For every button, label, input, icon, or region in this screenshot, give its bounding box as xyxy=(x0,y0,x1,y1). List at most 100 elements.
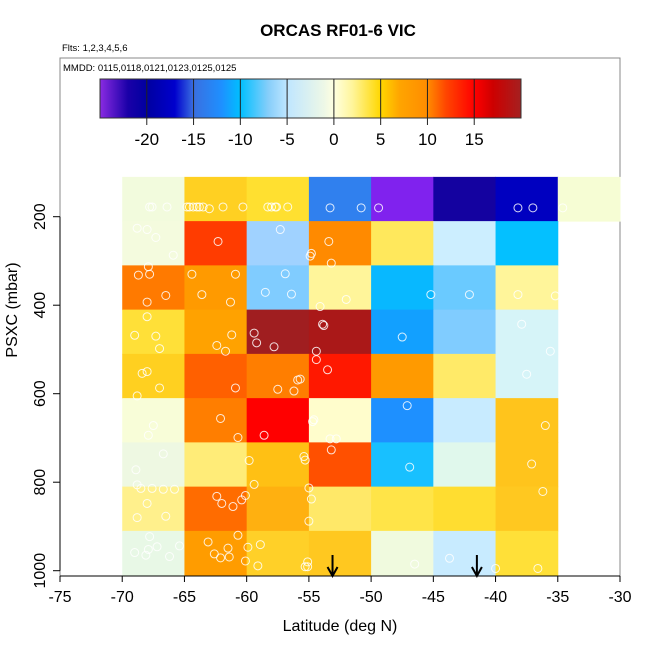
heatmap-cell xyxy=(433,530,497,576)
data-point xyxy=(513,203,523,213)
heatmap-cell xyxy=(371,353,434,399)
data-point xyxy=(341,294,351,304)
data-point xyxy=(550,291,560,301)
heatmap-cell xyxy=(184,486,248,532)
heatmap-cell xyxy=(308,398,372,443)
y-tick-label: 200 xyxy=(32,203,49,230)
data-point xyxy=(141,550,151,560)
chart-subtitle: Flts: 1,2,3,4,5,6 xyxy=(62,43,127,54)
heatmap-cell xyxy=(433,221,497,266)
data-point xyxy=(223,543,233,553)
heatmap-cells xyxy=(122,176,621,576)
heatmap-cell xyxy=(433,353,497,399)
data-point xyxy=(249,328,259,338)
chart-title: ORCAS RF01-6 VIC xyxy=(260,21,416,40)
colorbar-ticks: -20 -15 -10 -5 0 5 10 15 xyxy=(134,79,484,149)
heatmap-cell xyxy=(371,176,434,222)
data-point xyxy=(244,456,254,466)
data-point xyxy=(152,542,162,552)
y-axis: 200 400 600 800 1000 xyxy=(32,203,61,588)
heatmap-cell xyxy=(184,221,248,266)
heatmap-cell xyxy=(246,398,310,443)
heatmap-cell xyxy=(184,530,248,576)
data-point xyxy=(260,287,270,297)
heatmap-cell xyxy=(371,221,434,266)
data-point xyxy=(259,430,269,440)
data-point xyxy=(303,557,313,567)
data-point xyxy=(158,484,168,494)
heatmap-cell xyxy=(433,486,497,532)
heatmap-cell xyxy=(557,176,621,222)
data-point xyxy=(522,369,532,379)
x-tick-label: -60 xyxy=(235,589,258,606)
data-point xyxy=(303,562,313,572)
heatmap-cell xyxy=(433,265,497,311)
x-tick-label: -75 xyxy=(48,589,71,606)
data-point xyxy=(165,552,175,562)
data-point xyxy=(143,544,153,554)
data-point xyxy=(142,312,152,322)
colorbar xyxy=(99,78,522,119)
data-point xyxy=(155,344,165,354)
data-point xyxy=(161,511,171,521)
data-point xyxy=(326,445,336,455)
x-tick-label: -40 xyxy=(484,589,507,606)
data-point xyxy=(132,513,142,523)
heatmap-cell xyxy=(433,309,497,355)
colorbar-tick-label: -20 xyxy=(134,130,159,149)
heatmap-cell xyxy=(184,309,248,355)
heatmap-cell xyxy=(433,398,497,443)
heatmap-cell xyxy=(433,176,497,222)
data-point xyxy=(306,494,316,504)
data-point xyxy=(304,516,314,526)
data-point xyxy=(151,232,161,242)
data-point xyxy=(224,552,234,562)
data-point xyxy=(151,331,161,341)
heatmap-cell xyxy=(122,398,185,443)
data-point xyxy=(130,330,140,340)
heatmap-cell xyxy=(495,176,559,222)
data-point xyxy=(286,289,296,299)
data-point xyxy=(528,203,538,213)
data-point xyxy=(217,498,227,508)
colorbar-tick-label: 10 xyxy=(418,130,437,149)
heatmap-cell xyxy=(184,265,248,311)
data-point xyxy=(216,553,226,563)
heatmap-cell xyxy=(122,176,185,222)
data-point xyxy=(194,202,204,212)
heatmap-cell xyxy=(308,442,372,488)
data-point xyxy=(137,368,147,378)
x-tick-label: -55 xyxy=(297,589,320,606)
data-point xyxy=(273,384,283,394)
y-tick-label: 800 xyxy=(32,469,49,496)
data-point xyxy=(204,204,214,214)
data-point xyxy=(527,459,537,469)
x-tick-label: -65 xyxy=(173,589,196,606)
data-point xyxy=(233,530,243,540)
data-point xyxy=(545,346,555,356)
data-point xyxy=(331,434,341,444)
colorbar-tick-label: -10 xyxy=(228,130,253,149)
data-point xyxy=(221,346,231,356)
data-point xyxy=(410,559,420,569)
heatmap-cell xyxy=(371,442,434,488)
data-point xyxy=(233,433,243,443)
data-point xyxy=(169,484,179,494)
x-axis-label: Latitude (deg N) xyxy=(283,618,398,635)
data-point xyxy=(300,562,310,572)
y-tick-label: 400 xyxy=(32,292,49,319)
data-point xyxy=(464,290,474,300)
data-point xyxy=(145,269,155,279)
data-point xyxy=(147,202,157,212)
heatmap-cell xyxy=(495,442,559,488)
data-point xyxy=(325,434,335,444)
data-point xyxy=(162,202,172,212)
data-point xyxy=(324,236,334,246)
heatmap-cell xyxy=(246,442,310,488)
data-point xyxy=(136,483,146,493)
data-point xyxy=(374,203,384,213)
heatmap-cell xyxy=(495,530,559,576)
heatmap-cell xyxy=(495,265,559,311)
data-point xyxy=(212,340,222,350)
